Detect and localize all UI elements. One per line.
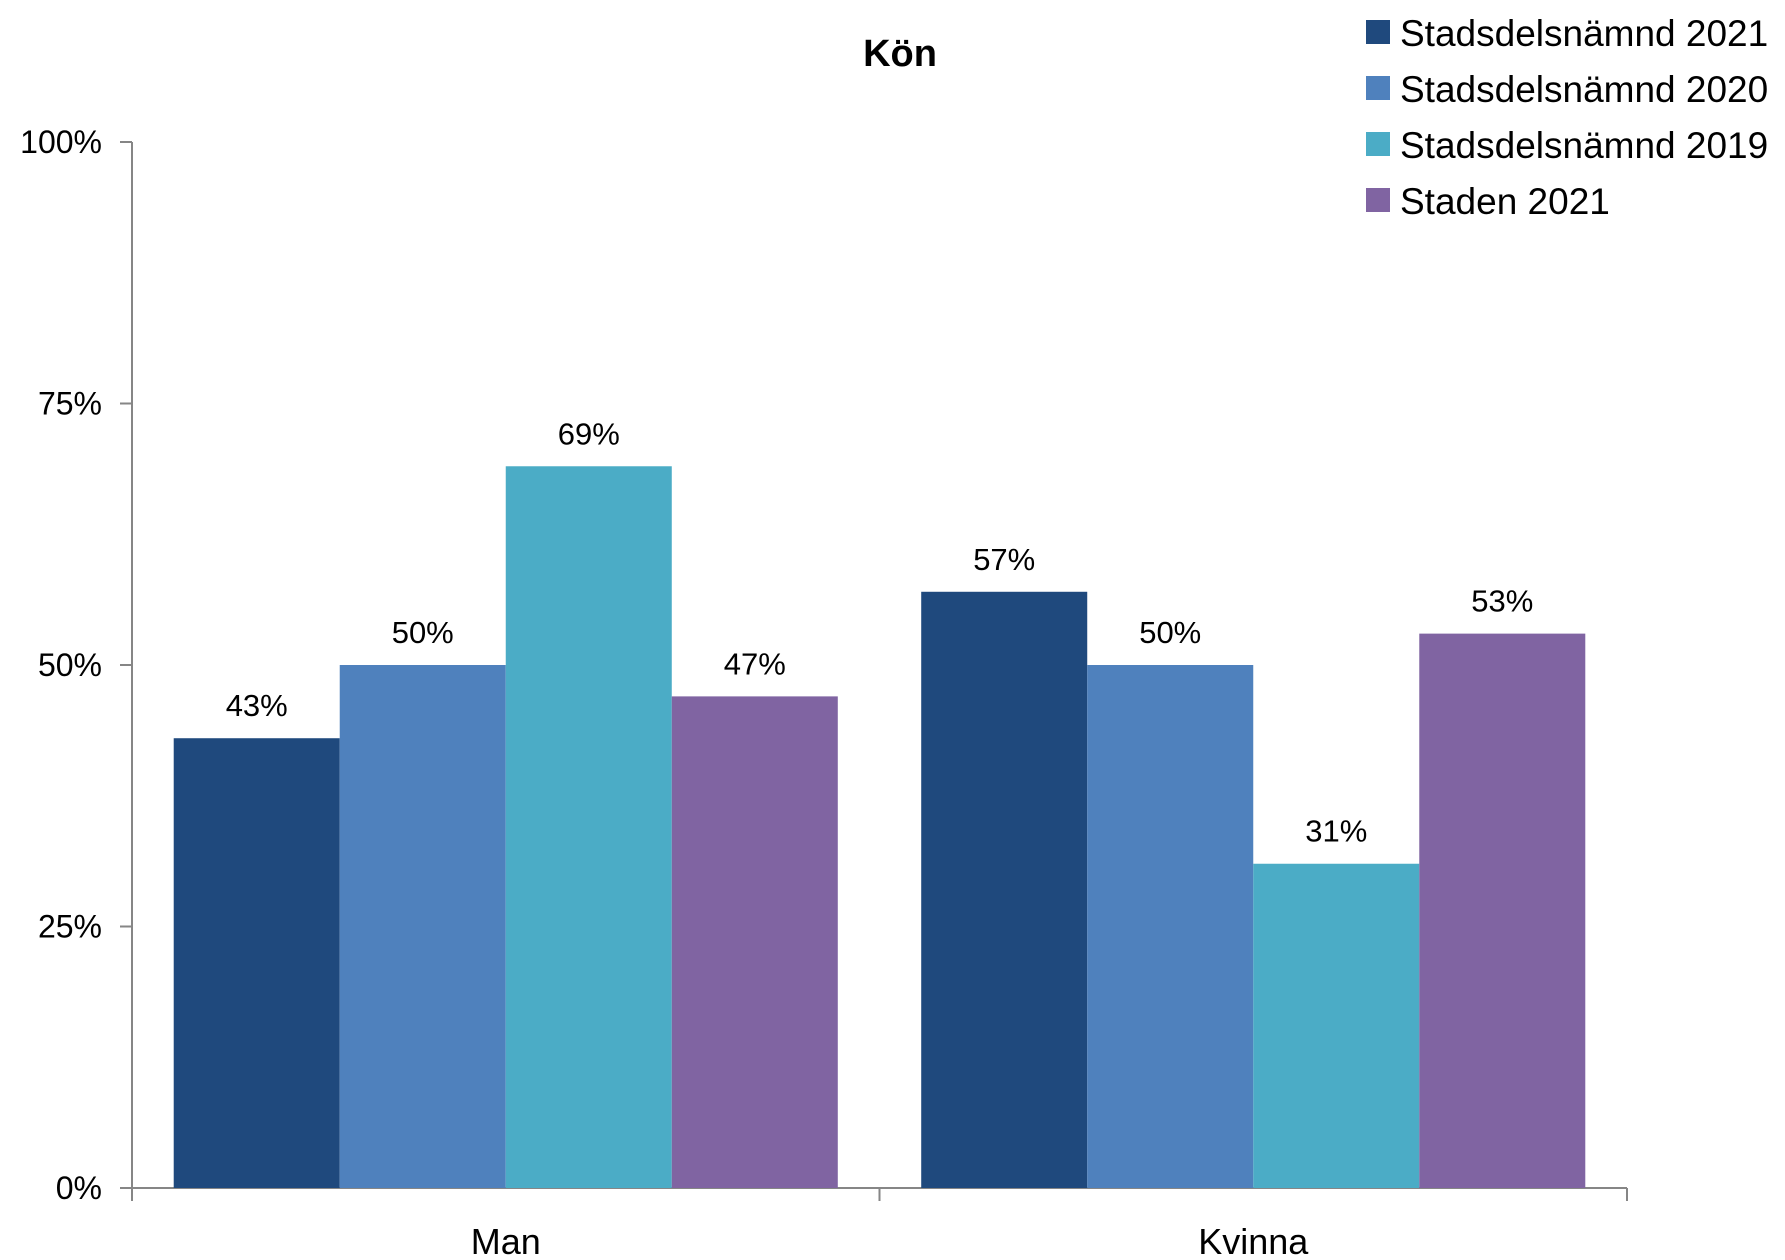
bar (1087, 665, 1254, 1188)
data-label: 53% (1471, 584, 1533, 619)
data-label: 47% (724, 646, 786, 681)
bar (173, 738, 340, 1188)
y-tick-label: 100% (20, 124, 102, 160)
data-label: 50% (392, 615, 454, 650)
bar (671, 696, 838, 1188)
legend-swatch (1366, 132, 1390, 156)
data-label: 57% (973, 542, 1035, 577)
data-label: 31% (1305, 814, 1367, 849)
bars (173, 466, 1586, 1188)
bar (921, 591, 1088, 1188)
axes: 0% 25% 50% 75% 100% Man Kvinna (20, 124, 1628, 1260)
y-tick-label: 0% (56, 1170, 102, 1206)
x-category-label: Man (471, 1221, 541, 1260)
legend: Stadsdelsnämnd 2021 Stadsdelsnämnd 2020 St… (1366, 13, 1768, 222)
y-tick-label: 50% (38, 647, 102, 683)
x-category-label: Kvinna (1198, 1221, 1309, 1260)
legend-label: Staden 2021 (1400, 181, 1610, 222)
y-tick-label: 25% (38, 909, 102, 945)
data-labels: 43% 50% 69% 47% 57% 50% 31% 53% (226, 416, 1534, 848)
legend-swatch (1366, 188, 1390, 212)
data-label: 50% (1139, 615, 1201, 650)
y-tick-label: 75% (38, 386, 102, 422)
bar (1419, 633, 1586, 1188)
data-label: 69% (558, 416, 620, 451)
bar (1253, 863, 1420, 1188)
legend-label: Stadsdelsnämnd 2020 (1400, 69, 1768, 110)
bar (339, 665, 506, 1188)
legend-label: Stadsdelsnämnd 2021 (1400, 13, 1768, 54)
bar (505, 466, 672, 1188)
legend-label: Stadsdelsnämnd 2019 (1400, 125, 1768, 166)
data-label: 43% (226, 688, 288, 723)
legend-swatch (1366, 76, 1390, 100)
chart-title: Kön (863, 33, 937, 75)
legend-swatch (1366, 20, 1390, 44)
